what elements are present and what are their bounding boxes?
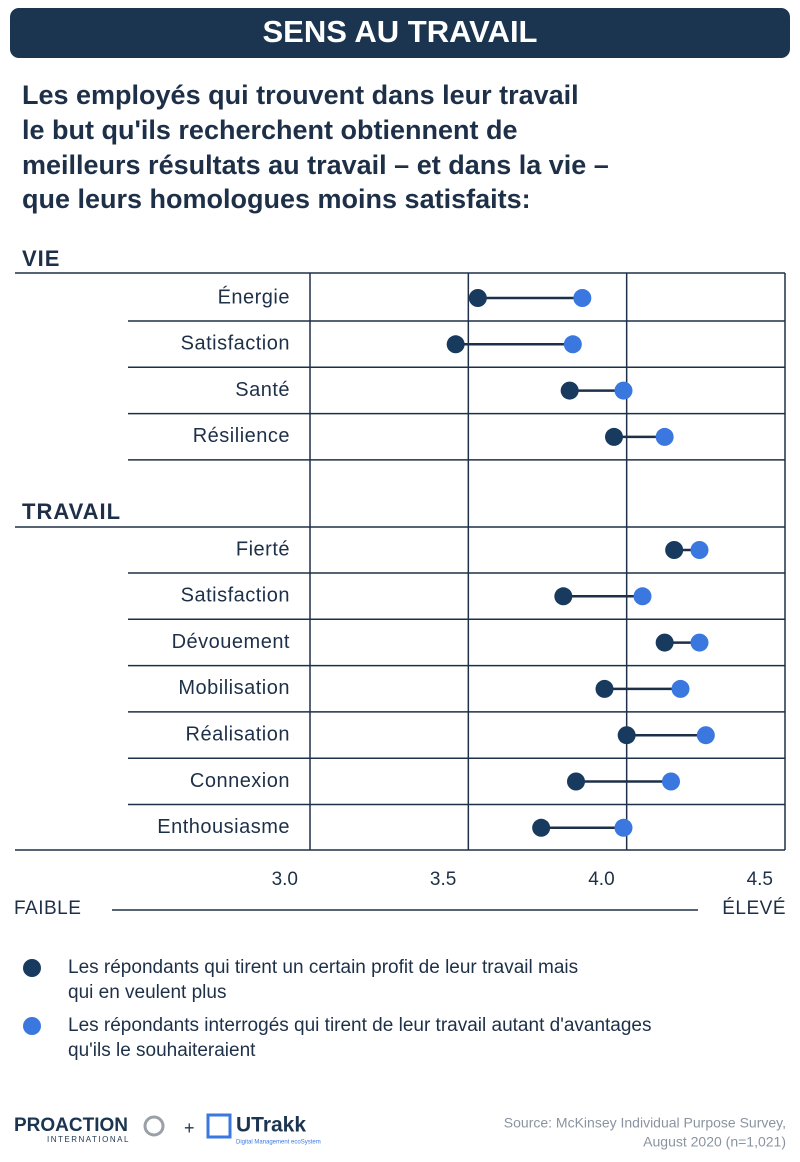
x-tick-label: 3.5: [430, 869, 456, 890]
legend-marker: [23, 1017, 41, 1035]
dot: [605, 427, 623, 446]
row-label: Satisfaction: [181, 585, 290, 607]
axis-low-label: FAIBLE: [14, 898, 81, 919]
dot: [532, 818, 551, 837]
x-tick-label: 3.0: [272, 869, 298, 890]
dot: [567, 772, 585, 791]
row-label: Réalisation: [186, 723, 290, 745]
dot: [595, 679, 614, 698]
brand-sub: INTERNATIONAL: [47, 1135, 130, 1144]
legend-label: Les répondants interrogés qui tirent de …: [68, 1015, 652, 1061]
row-label: Fierté: [236, 538, 290, 560]
dot: [614, 381, 633, 400]
source: Source: McKinsey Individual Purpose Surv…: [504, 1115, 786, 1131]
dot: [554, 587, 573, 606]
plus: +: [184, 1118, 195, 1138]
dot: [633, 587, 652, 606]
dot: [671, 679, 690, 698]
title-line: Les employés qui trouvent dans leur trav…: [22, 80, 579, 110]
dot: [655, 427, 674, 446]
dot: [655, 633, 674, 652]
source: August 2020 (n=1,021): [643, 1134, 786, 1150]
dot: [690, 541, 709, 559]
dot: [617, 726, 636, 745]
x-tick-label: 4.0: [588, 869, 614, 890]
dot: [690, 633, 709, 652]
title-line: meilleurs résultats au travail – et dans…: [22, 150, 609, 180]
section-title: VIE: [22, 246, 60, 271]
brand-sub: Digital Management ecoSystem: [236, 1140, 321, 1146]
dot: [468, 289, 487, 307]
chart: VIE Énergie Satisfaction Santé Résilience TRA…: [14, 246, 786, 1061]
dot: [662, 772, 680, 791]
header-bar: [10, 8, 790, 58]
brand-logo: [206, 1113, 232, 1139]
axis-high-label: ÉLEVÉ: [722, 898, 786, 919]
legend-label-part: qui en veulent plus: [68, 982, 226, 1003]
title-line: le but qu'ils recherchent obtiennent de: [22, 115, 517, 145]
row-label: Satisfaction: [181, 333, 290, 355]
brand-logo: [143, 1115, 165, 1137]
row-label: Énergie: [218, 285, 290, 308]
dot: [560, 381, 579, 400]
row-label: Résilience: [193, 425, 290, 447]
section-title: TRAVAIL: [22, 499, 121, 524]
header-title: SENS AU TRAVAIL: [263, 14, 538, 49]
row-label: Mobilisation: [178, 677, 290, 699]
dot: [696, 726, 715, 745]
row-label: Enthousiasme: [157, 816, 290, 838]
dot: [563, 335, 582, 354]
brand: UTrakk: [236, 1114, 306, 1137]
brand: PROACTION: [14, 1115, 128, 1136]
dot: [446, 335, 465, 354]
title-line: que leurs homologues moins satisfaits:: [22, 184, 531, 214]
x-tick-label: 4.5: [747, 869, 773, 890]
footer: PROACTION INTERNATIONAL + UTrakk Digital…: [14, 1113, 786, 1150]
legend-label-part: Les répondants qui tirent un certain pro…: [68, 957, 578, 978]
dot: [665, 541, 684, 559]
legend-marker: [23, 959, 41, 977]
legend-label-part: qu'ils le souhaiteraient: [68, 1040, 256, 1061]
row-label: Connexion: [190, 770, 290, 792]
row-label: Santé: [235, 379, 290, 401]
dot: [573, 289, 592, 307]
row-label: Dévouement: [172, 631, 290, 653]
legend-label-part: Les répondants interrogés qui tirent de …: [68, 1015, 652, 1036]
legend-label: Les répondants qui tirent un certain pro…: [68, 957, 578, 1003]
dot: [614, 818, 633, 837]
